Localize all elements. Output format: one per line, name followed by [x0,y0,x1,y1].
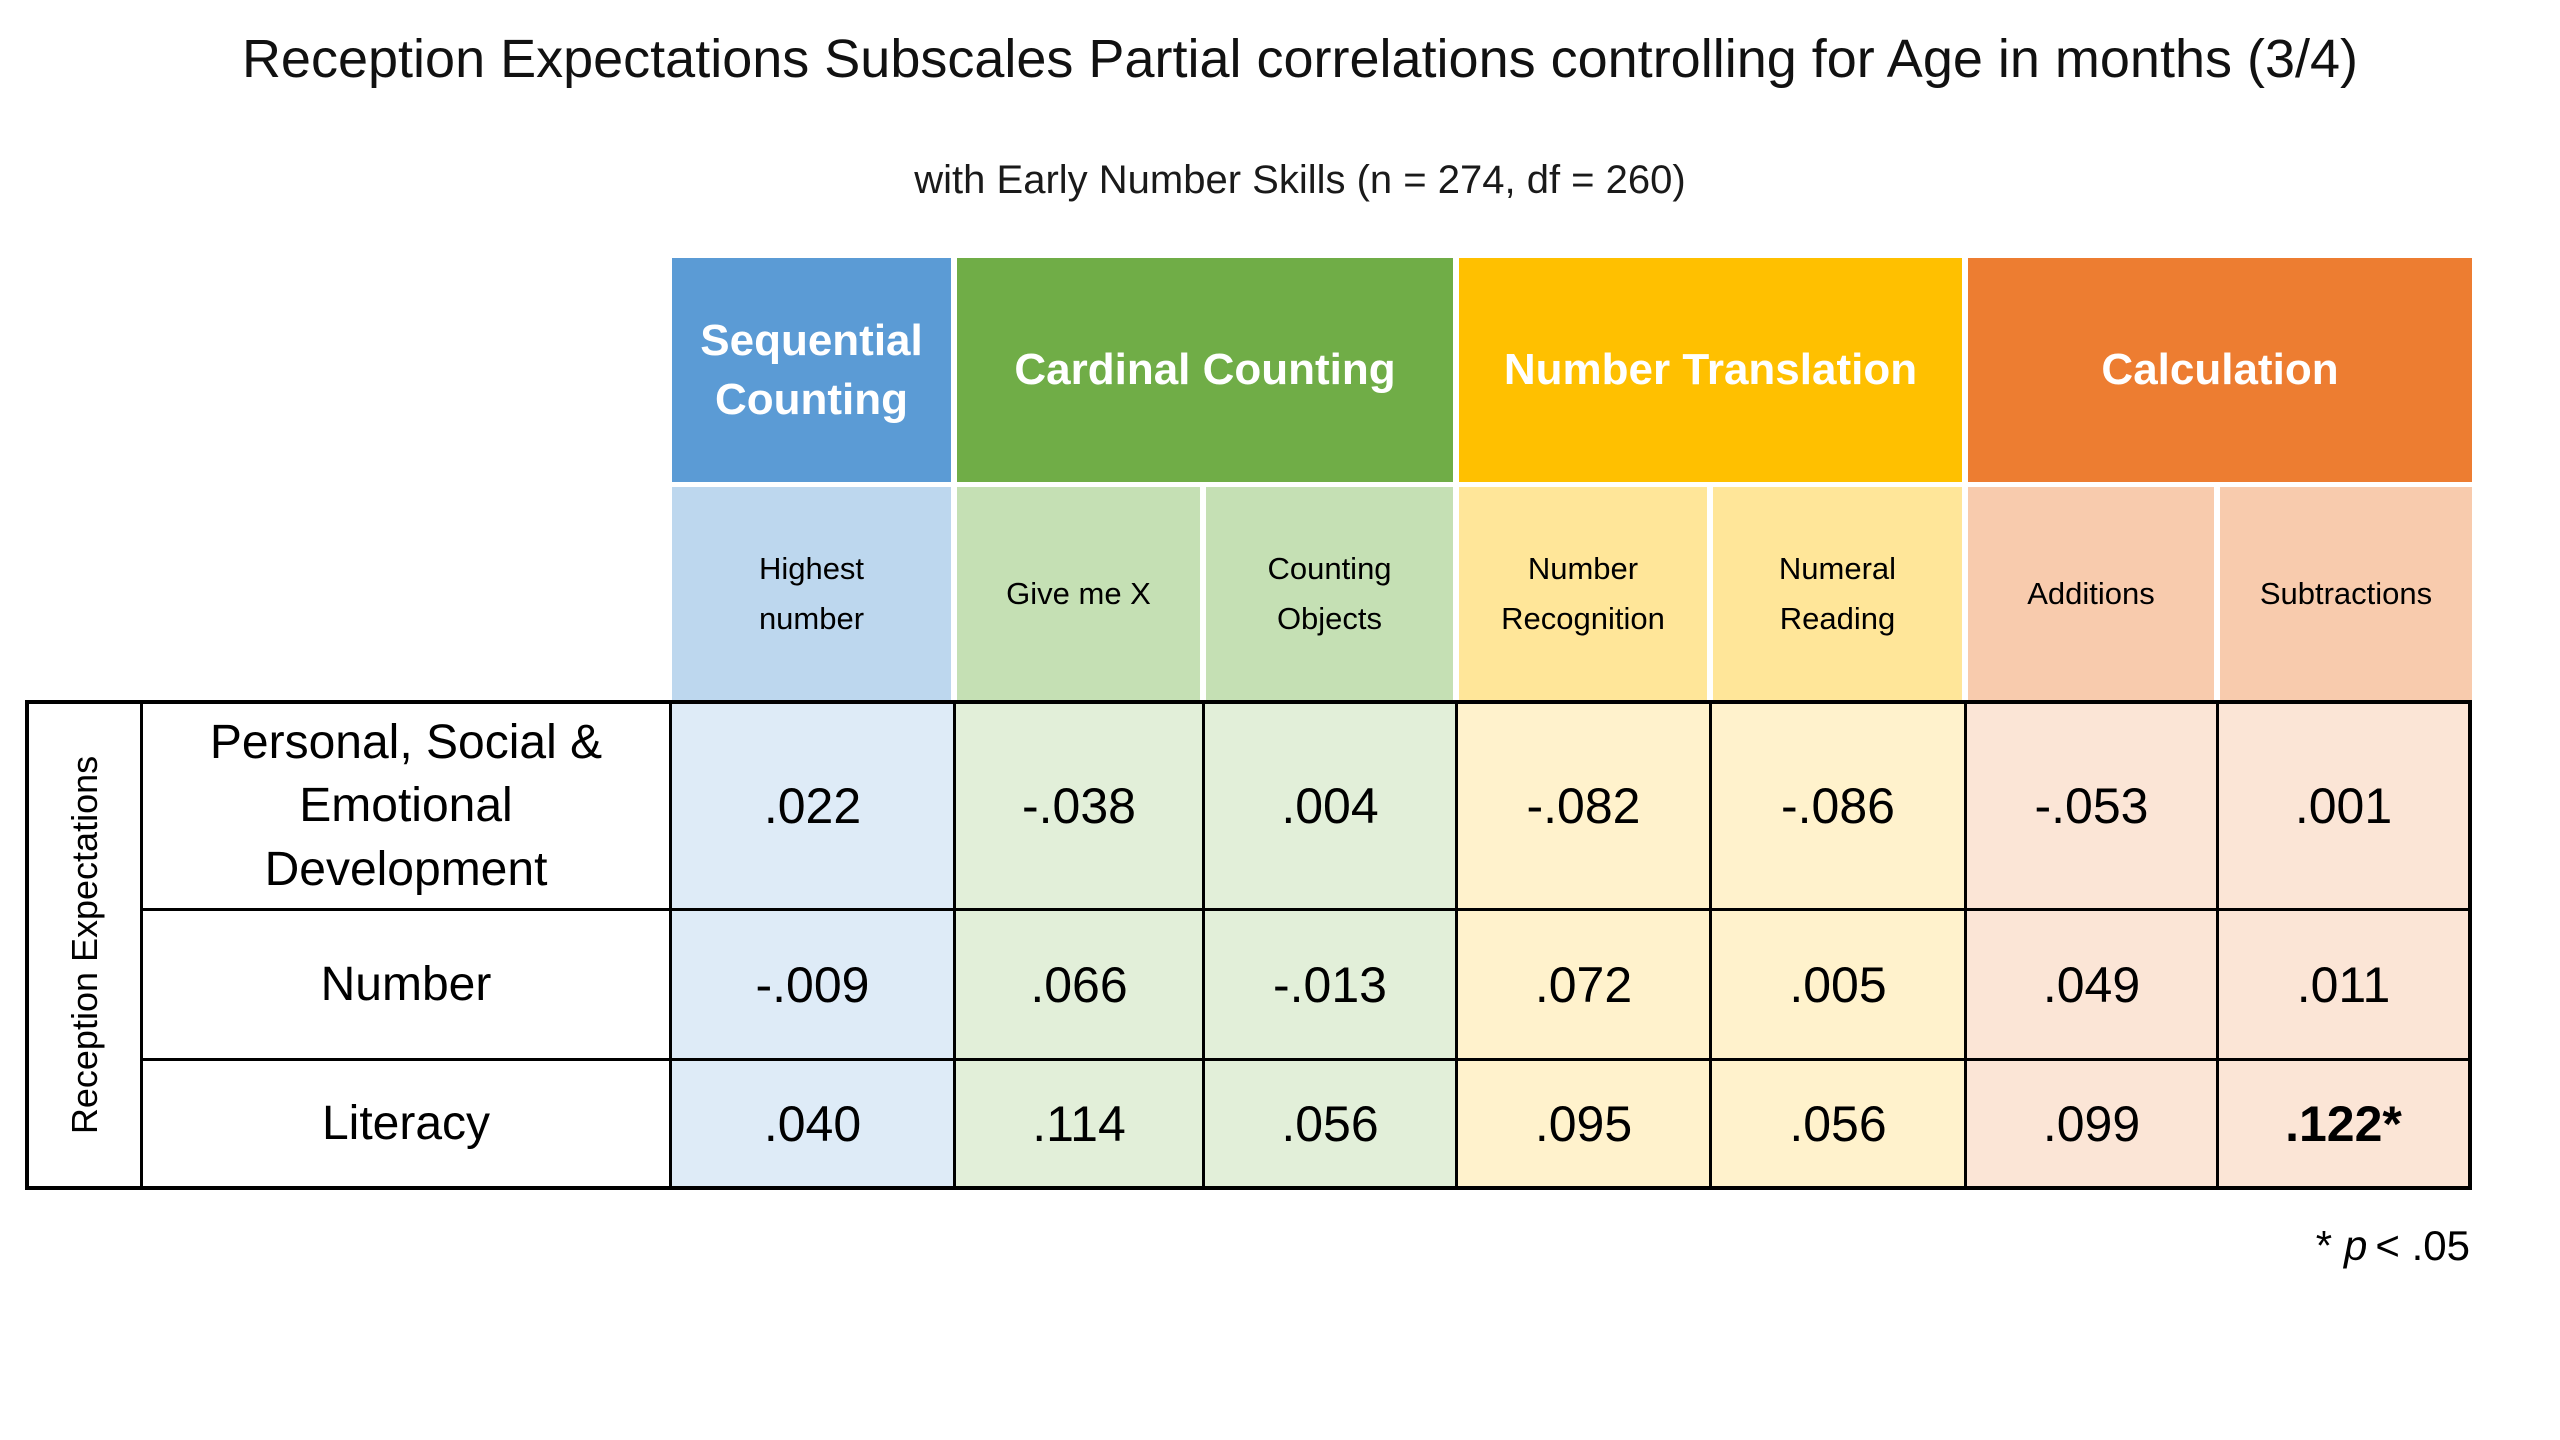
row-label-personal-social-emotional: Personal, Social & Emotional Development [143,704,672,911]
row-label-number: Number [143,911,672,1061]
value-cell: .001 [2219,704,2468,911]
slide-subtitle: with Early Number Skills (n = 274, df = … [914,158,1686,202]
subheader-highest-number: Highest number [672,487,951,700]
group-header-calculation: Calculation [1968,258,2472,482]
slide-title: Reception Expectations Subscales Partial… [241,29,2359,89]
value-cell: .022 [672,704,956,911]
value-cell: -.053 [1967,704,2219,911]
value-cell: .040 [672,1061,956,1186]
subheader-subtractions: Subtractions [2220,487,2472,700]
group-header-sequential-counting: Sequential Counting [672,258,951,482]
value-cell: .004 [1205,704,1458,911]
subheader-number-recognition: Number Recognition [1459,487,1707,700]
subheader-give-me-x: Give me X [957,487,1200,700]
group-header-number-translation: Number Translation [1459,258,1962,482]
footnote-threshold: < .05 [2375,1222,2470,1269]
value-cell: -.038 [956,704,1205,911]
value-cell: .049 [1967,911,2219,1061]
row-label-literacy: Literacy [143,1061,672,1186]
value-cell: .072 [1458,911,1712,1061]
value-cell: -.086 [1712,704,1967,911]
row-axis-strip: Reception Expectations [29,704,143,1186]
significance-footnote: * p < .05 [2316,1222,2470,1270]
value-cell: -.009 [672,911,956,1061]
value-cell: .056 [1712,1061,1967,1186]
footnote-asterisk: * [2315,1222,2333,1269]
row-axis-label: Reception Expectations [63,755,105,1135]
value-cell: .114 [956,1061,1205,1186]
subheader-numeral-reading: Numeral Reading [1713,487,1962,700]
correlation-table: Reception Expectations Personal, Social … [25,700,2472,1190]
value-cell: .066 [956,911,1205,1061]
group-header-cardinal-counting: Cardinal Counting [957,258,1453,482]
value-cell: .095 [1458,1061,1712,1186]
subheader-counting-objects: Counting Objects [1206,487,1453,700]
value-cell: .099 [1967,1061,2219,1186]
value-cell: .011 [2219,911,2468,1061]
value-cell: -.082 [1458,704,1712,911]
subheader-additions: Additions [1968,487,2214,700]
value-cell: .005 [1712,911,1967,1061]
value-cell-significant: .122* [2219,1061,2468,1186]
footnote-p: p [2344,1222,2368,1269]
value-cell: -.013 [1205,911,1458,1061]
value-cell: .056 [1205,1061,1458,1186]
